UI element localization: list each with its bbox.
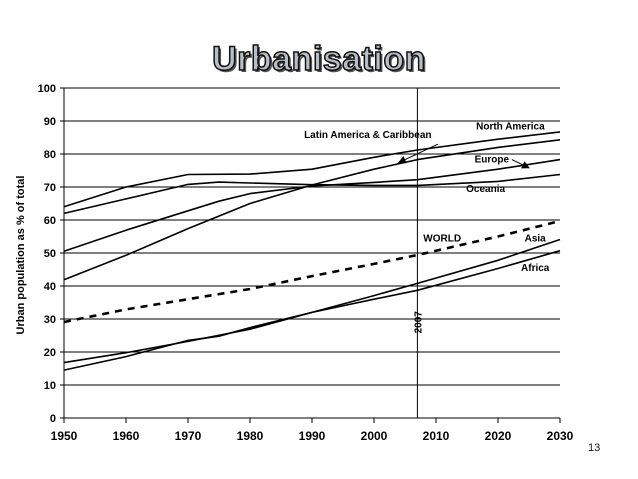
series-label-europe: Europe bbox=[475, 155, 510, 166]
series-line-africa bbox=[63, 249, 561, 371]
x-tick-label-1990: 1990 bbox=[299, 429, 326, 443]
x-tick-label-2010: 2010 bbox=[423, 429, 450, 443]
x-tick-label-1970: 1970 bbox=[175, 429, 202, 443]
series-label-asia: Asia bbox=[525, 233, 547, 244]
marker-line-label: 2007 bbox=[413, 311, 424, 334]
series-label-world: WORLD bbox=[423, 233, 461, 244]
chart-title: Urbanisation bbox=[211, 39, 426, 79]
y-axis-label: Urban population as % of total bbox=[15, 176, 27, 335]
series-lines bbox=[63, 131, 561, 371]
series-label-africa: Africa bbox=[521, 263, 550, 274]
y-axis-ticks: 0 10 20 30 40 50 60 70 80 90 100 bbox=[38, 83, 64, 425]
series-line-world bbox=[63, 219, 561, 324]
y-tick-label-100: 100 bbox=[38, 83, 56, 95]
series-line-oceania bbox=[63, 173, 561, 215]
series-label-oceania: Oceania bbox=[466, 184, 505, 195]
y-tick-label-0: 0 bbox=[50, 413, 56, 425]
x-tick-label-1950: 1950 bbox=[51, 429, 78, 443]
x-tick-label-2030: 2030 bbox=[547, 429, 574, 443]
page-number: 13 bbox=[588, 442, 601, 454]
y-tick-label-20: 20 bbox=[44, 347, 56, 359]
y-tick-label-70: 70 bbox=[44, 182, 56, 194]
series-label-north-america: North America bbox=[476, 121, 545, 132]
series-line-north-america bbox=[63, 131, 561, 208]
y-tick-label-10: 10 bbox=[44, 380, 56, 392]
x-tick-label-2000: 2000 bbox=[361, 429, 388, 443]
series-label-latin-america-caribbean: Latin America & Caribbean bbox=[304, 130, 431, 141]
y-tick-label-90: 90 bbox=[44, 116, 56, 128]
x-axis-ticks: 1950 1960 1970 1980 1990 2000 2010 2020 2030 bbox=[51, 418, 574, 443]
arrow-latin-america-caribbean bbox=[397, 143, 439, 164]
series-line-europe bbox=[63, 158, 561, 253]
y-tick-label-40: 40 bbox=[44, 281, 56, 293]
x-tick-label-1960: 1960 bbox=[113, 429, 140, 443]
y-tick-label-50: 50 bbox=[44, 248, 56, 260]
arrow-europe bbox=[511, 159, 530, 169]
y-tick-label-80: 80 bbox=[44, 149, 56, 161]
x-tick-label-2020: 2020 bbox=[485, 429, 512, 443]
series-annotations: North America Latin America & Caribbean Eu… bbox=[304, 121, 550, 274]
y-tick-label-60: 60 bbox=[44, 215, 56, 227]
x-tick-label-1980: 1980 bbox=[237, 429, 264, 443]
marker-line-group: 2007 bbox=[413, 88, 424, 418]
y-tick-label-30: 30 bbox=[44, 314, 56, 326]
series-line-asia bbox=[63, 238, 561, 364]
